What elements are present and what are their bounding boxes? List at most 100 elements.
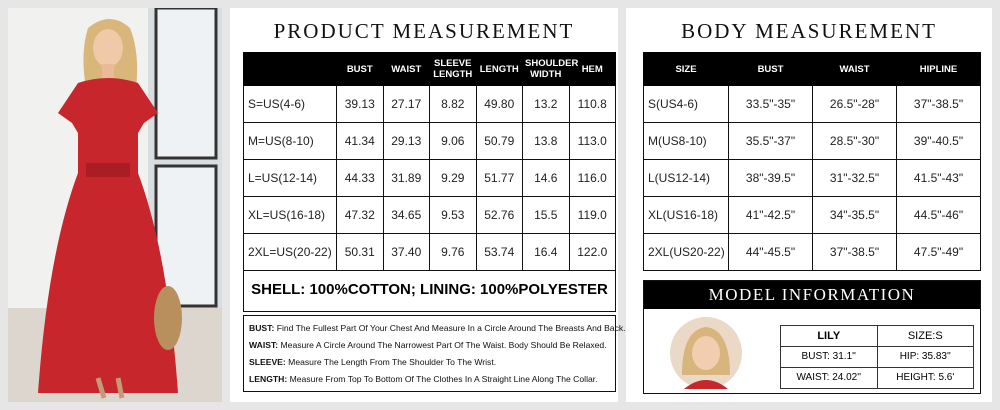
- cell: 31.89: [382, 159, 430, 197]
- definition: BUST: Find The Fullest Part Of Your Ches…: [249, 320, 626, 337]
- cell: 50.31: [336, 233, 384, 271]
- model-avatar: [670, 317, 742, 389]
- row: L(US12-14) 38"-39.5" 31"-32.5" 41.5"-43": [643, 159, 981, 197]
- cell: 37.40: [382, 233, 430, 271]
- header-cell: BUST: [336, 52, 384, 86]
- cell: 37"-38.5": [896, 85, 981, 123]
- body-title: BODY MEASUREMENT: [681, 19, 937, 43]
- cell: 29.13: [382, 122, 430, 160]
- model-cell: WAIST: 24.02'': [796, 372, 862, 383]
- cell: 44.33: [336, 159, 384, 197]
- row: L=US(12-14) 44.33 31.89 9.29 51.77 14.6 116.0: [243, 159, 616, 197]
- model-row: LILY SIZE:S: [781, 326, 973, 346]
- definition: WAIST: Measure A Circle Around The Narro…: [249, 337, 610, 354]
- header-cell: [243, 52, 337, 86]
- cell: 35.5"-37": [728, 122, 813, 160]
- definition-text: Find The Fullest Part Of Your Chest And …: [276, 323, 626, 333]
- cell: XL=US(16-18): [243, 196, 337, 234]
- header-cell: SLEEVE LENGTH: [429, 52, 477, 86]
- model-cell: HEIGHT: 5.6': [876, 368, 974, 388]
- cell: 50.79: [475, 122, 523, 160]
- cell: 34"-35.5": [812, 196, 897, 234]
- header-cell: LENGTH: [475, 52, 523, 86]
- cell: 38"-39.5": [728, 159, 813, 197]
- product-panel: PRODUCT MEASUREMENT BUST WAIST SLEEVE LENG…: [230, 8, 626, 402]
- row: 2XL(US20-22) 44"-45.5" 37"-38.5" 47.5"-49": [643, 233, 981, 271]
- cell: 13.8: [522, 122, 570, 160]
- model-row: BUST: 31.1'' HIP: 35.83'': [781, 346, 973, 367]
- cell: 31"-32.5": [812, 159, 897, 197]
- body-panel: BODY MEASUREMENT SIZE BUST WAIST HIPLINE S(U…: [626, 8, 992, 402]
- cell: 26.5"-28": [812, 85, 897, 123]
- model-table: LILY SIZE:S BUST: 31.1'' HIP: 35.83'' WAIST:…: [780, 325, 974, 389]
- header-cell: SIZE: [643, 52, 729, 86]
- definition-text: Measure From Top To Bottom Of The Clothe…: [289, 374, 598, 384]
- cell: 14.6: [522, 159, 570, 197]
- cell: L=US(12-14): [243, 159, 337, 197]
- cell: XL(US16-18): [643, 196, 729, 234]
- cell: 15.5: [522, 196, 570, 234]
- cell: 119.0: [568, 196, 616, 234]
- product-table: BUST WAIST SLEEVE LENGTH LENGTH SHOULDER WID…: [243, 52, 616, 271]
- cell: 27.17: [382, 85, 430, 123]
- cell: 110.8: [568, 85, 616, 123]
- definitions: BUST: Find The Fullest Part Of Your Ches…: [243, 315, 626, 392]
- cell: M(US8-10): [643, 122, 729, 160]
- cell: 39.13: [336, 85, 384, 123]
- definition: SLEEVE: Measure The Length From The Shou…: [249, 354, 610, 371]
- cell: 41.5"-43": [896, 159, 981, 197]
- definition-term: WAIST:: [249, 340, 279, 350]
- cell: 53.74: [475, 233, 523, 271]
- cell: 33.5"-35": [728, 85, 813, 123]
- product-title: PRODUCT MEASUREMENT: [273, 19, 575, 43]
- definition-term: BUST:: [249, 323, 275, 333]
- cell: S=US(4-6): [243, 85, 337, 123]
- cell: 16.4: [522, 233, 570, 271]
- row: S(US4-6) 33.5"-35" 26.5"-28" 37"-38.5": [643, 85, 981, 123]
- header-row: BUST WAIST SLEEVE LENGTH LENGTH SHOULDER WID…: [243, 52, 616, 86]
- cell: 44"-45.5": [728, 233, 813, 271]
- cell: 122.0: [568, 233, 616, 271]
- cell: 9.76: [429, 233, 477, 271]
- model-cell: BUST: 31.1'': [801, 351, 856, 362]
- model-cell: SIZE:S: [876, 326, 974, 346]
- cell: M=US(8-10): [243, 122, 337, 160]
- header-cell: HIPLINE: [896, 52, 981, 86]
- model-photo: [8, 8, 222, 402]
- model-cell: HIP: 35.83'': [876, 347, 974, 367]
- cell: 9.29: [429, 159, 477, 197]
- cell: 113.0: [568, 122, 616, 160]
- row: XL(US16-18) 41"-42.5" 34"-35.5" 44.5"-46": [643, 196, 981, 234]
- definition: LENGTH: Measure From Top To Bottom Of Th…: [249, 371, 610, 388]
- cell: 47.32: [336, 196, 384, 234]
- cell: 47.5"-49": [896, 233, 981, 271]
- model-row: WAIST: 24.02'' HEIGHT: 5.6': [781, 367, 973, 388]
- cell: S(US4-6): [643, 85, 729, 123]
- model-box: MODEL INFORMATION LILY SIZE:S BUST: 31.1''…: [643, 280, 981, 394]
- header-cell: HEM: [568, 52, 616, 86]
- header-cell: SHOULDER WIDTH: [522, 52, 578, 86]
- cell: L(US12-14): [643, 159, 729, 197]
- cell: 37"-38.5": [812, 233, 897, 271]
- cell: 44.5"-46": [896, 196, 981, 234]
- cell: 52.76: [475, 196, 523, 234]
- cell: 116.0: [568, 159, 616, 197]
- model-cell: LILY: [817, 330, 841, 342]
- definition-term: LENGTH:: [249, 374, 288, 384]
- cell: 41.34: [336, 122, 384, 160]
- definition-text: Measure The Length From The Shoulder To …: [288, 357, 497, 367]
- row: XL=US(16-18) 47.32 34.65 9.53 52.76 15.5 119.0: [243, 196, 616, 234]
- header-cell: BUST: [728, 52, 813, 86]
- cell: 51.77: [475, 159, 523, 197]
- header-cell: WAIST: [812, 52, 897, 86]
- cell: 13.2: [522, 85, 570, 123]
- header-row: SIZE BUST WAIST HIPLINE: [643, 52, 981, 86]
- model-title: MODEL INFORMATION: [644, 281, 980, 309]
- definition-term: SLEEVE:: [249, 357, 286, 367]
- row: M=US(8-10) 41.34 29.13 9.06 50.79 13.8 113.0: [243, 122, 616, 160]
- cell: 41"-42.5": [728, 196, 813, 234]
- cell: 49.80: [475, 85, 523, 123]
- cell: 2XL(US20-22): [643, 233, 729, 271]
- row: 2XL=US(20-22) 50.31 37.40 9.76 53.74 16.4 122.…: [243, 233, 616, 271]
